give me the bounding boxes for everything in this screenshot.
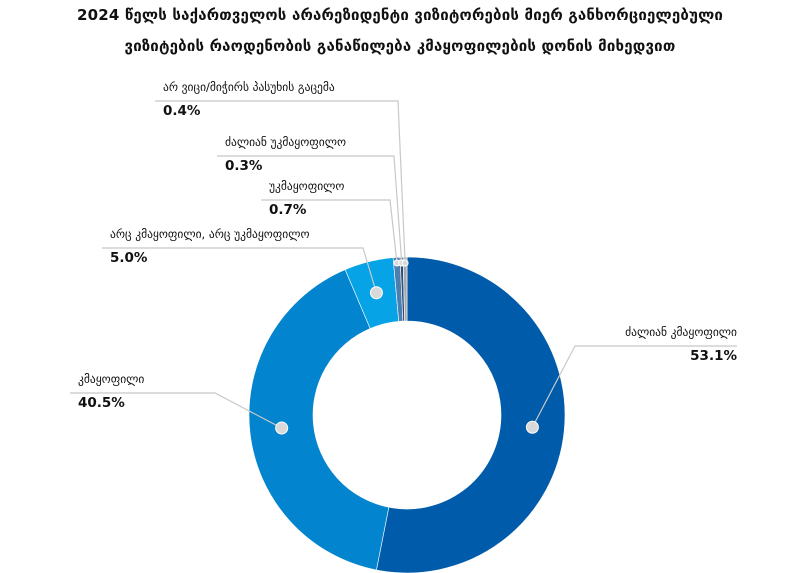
slice-2-arc	[248, 269, 390, 571]
slice-2-label: კმაყოფილი	[78, 372, 144, 386]
slice-4-value-label: 0.7%	[269, 202, 307, 218]
slice-4-label: უკმაყოფილო	[269, 179, 344, 193]
chart-title-line-2: ვიზიტების რაოდენობის განაწილება კმაყოფილ…	[124, 37, 676, 55]
slice-labels: ძალიან კმაყოფილი 53.1% კმაყოფილი 40.5% არც კ…	[78, 80, 737, 411]
slice-4-leader-line	[261, 199, 398, 264]
slice-3-marker	[369, 286, 383, 300]
slice-3-value-label: 5.0%	[110, 250, 148, 266]
slice-2-leader-line	[70, 392, 282, 429]
slice-markers	[275, 259, 539, 435]
slice-5-leader-line	[217, 155, 403, 264]
slice-5-label: ძალიან უკმაყოფილო	[225, 135, 346, 149]
chart-title-line-1: 2024 წელს საქართველოს არარეზიდენტი ვიზიტ…	[76, 6, 724, 24]
leader-lines	[70, 100, 737, 429]
slice-3-label: არც კმაყოფილი, არც უკმაყოფილო	[110, 227, 310, 241]
slice-6-leader-line	[155, 100, 406, 264]
slice-1-label: ძალიან კმაყოფილი	[625, 325, 737, 339]
slice-5-value-label: 0.3%	[225, 158, 263, 174]
slice-2-value-label: 40.5%	[78, 395, 125, 411]
slice-6-value-label: 0.4%	[163, 103, 201, 119]
slice-1-marker	[525, 420, 539, 434]
slice-2-marker	[275, 421, 289, 435]
slice-1-leader-line	[531, 345, 737, 428]
donut-slices	[248, 256, 566, 573]
slice-6-marker	[401, 259, 409, 267]
slice-3-leader-line	[102, 247, 378, 293]
slice-1-value-label: 53.1%	[690, 348, 737, 364]
slice-6-label: არ ვიცი/მიჭირს პასუხის გაცემა	[163, 80, 335, 94]
